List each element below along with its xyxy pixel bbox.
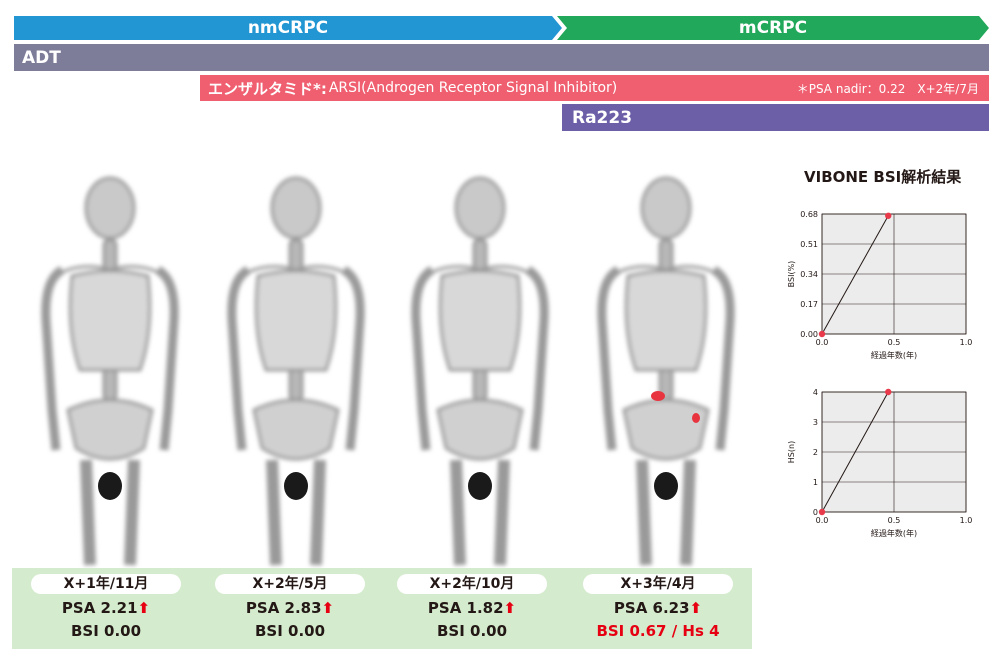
bone-scan-1 bbox=[10, 170, 210, 570]
series-line bbox=[821, 215, 889, 335]
scan-info-panel-4: X+3年/4月 PSA 6.23⬆ BSI 0.67 / Hs 4 bbox=[564, 568, 752, 649]
skeleton-image bbox=[411, 176, 549, 566]
x-tick-label: 0.0 bbox=[816, 338, 829, 347]
data-point bbox=[818, 330, 826, 338]
bsi-value: BSI 0.00 bbox=[436, 622, 508, 640]
series-line bbox=[821, 391, 889, 513]
data-point bbox=[885, 212, 892, 219]
scan-info-panel-1: X+1年/11月 PSA 2.21⬆ BSI 0.00 bbox=[12, 568, 200, 649]
arsi-label: ARSI(Androgen Receptor Signal Inhibitor) bbox=[328, 80, 618, 96]
psa-value: PSA 6.23⬆ bbox=[613, 599, 703, 617]
ra223-label: Ra223 bbox=[572, 107, 633, 128]
y-tick-label: 0 bbox=[813, 508, 818, 517]
scan-date: X+1年/11月 bbox=[31, 574, 181, 594]
y-tick-label: 3 bbox=[813, 418, 818, 427]
bsi-chart: 0.00 0.17 0.34 0.51 0.68 0.0 0.5 1.0 経過年数(年) BSI(… bbox=[780, 200, 980, 368]
bsi-value: BSI 0.00 bbox=[254, 622, 326, 640]
mcrpc-bar: mCRPC bbox=[557, 16, 989, 40]
x-axis-label: 経過年数(年) bbox=[871, 350, 917, 360]
y-tick-label: 1 bbox=[813, 478, 818, 487]
x-tick-label: 0.5 bbox=[888, 516, 901, 525]
psa-value: PSA 2.21⬆ bbox=[61, 599, 151, 617]
bsi-value: BSI 0.67 / Hs 4 bbox=[596, 622, 720, 640]
x-axis-label: 経過年数(年) bbox=[871, 528, 917, 538]
up-arrow-icon: ⬆ bbox=[137, 599, 151, 617]
up-arrow-icon: ⬆ bbox=[321, 599, 335, 617]
mcrpc-label: mCRPC bbox=[738, 18, 808, 38]
scan-date: X+2年/10月 bbox=[397, 574, 547, 594]
y-axis-label: BSI(%) bbox=[787, 261, 796, 288]
nmcrpc-bar: nmCRPC bbox=[14, 16, 562, 40]
skeleton-image bbox=[597, 176, 735, 566]
x-tick-label: 1.0 bbox=[960, 338, 973, 347]
adt-bar: ADT bbox=[14, 44, 989, 71]
bone-scan-2 bbox=[196, 170, 396, 570]
enzalutamide-label: エンザルタミド*: bbox=[208, 79, 327, 98]
skeleton-image bbox=[41, 176, 179, 566]
scan-info-panel-3: X+2年/10月 PSA 1.82⬆ BSI 0.00 bbox=[380, 568, 564, 649]
x-tick-label: 1.0 bbox=[960, 516, 973, 525]
y-axis-label: HS(n) bbox=[787, 441, 796, 463]
data-point bbox=[885, 388, 892, 396]
y-tick-label: 0.34 bbox=[800, 270, 818, 279]
y-tick-label: 0.68 bbox=[800, 210, 818, 219]
data-point bbox=[818, 508, 826, 516]
up-arrow-icon: ⬆ bbox=[689, 599, 703, 617]
skeleton-image bbox=[227, 176, 365, 566]
bone-scan-3 bbox=[380, 170, 580, 570]
psa-nadir-note: ＊PSA nadir：0.22 X+2年/7月 bbox=[796, 81, 979, 96]
bone-scan-4 bbox=[566, 170, 766, 570]
nmcrpc-label: nmCRPC bbox=[247, 18, 329, 38]
psa-value: PSA 1.82⬆ bbox=[427, 599, 517, 617]
scan-date: X+2年/5月 bbox=[215, 574, 365, 594]
scan-date: X+3年/4月 bbox=[583, 574, 733, 594]
psa-value: PSA 2.83⬆ bbox=[245, 599, 335, 617]
up-arrow-icon: ⬆ bbox=[503, 599, 517, 617]
scan-info-panel-2: X+2年/5月 PSA 2.83⬆ BSI 0.00 bbox=[200, 568, 380, 649]
bsi-value: BSI 0.00 bbox=[70, 622, 142, 640]
y-tick-label: 0.51 bbox=[800, 240, 818, 249]
y-tick-label: 0.00 bbox=[800, 330, 818, 339]
hotspot-lesion bbox=[692, 413, 700, 423]
y-tick-label: 4 bbox=[813, 388, 818, 397]
hs-chart: 0 1 2 3 4 0.0 0.5 1.0 経過年数(年) HS(n) bbox=[780, 378, 980, 546]
x-tick-label: 0.0 bbox=[816, 516, 829, 525]
y-tick-label: 2 bbox=[813, 448, 818, 457]
hotspot-lesion bbox=[651, 391, 665, 401]
adt-label: ADT bbox=[22, 47, 61, 68]
ra223-bar: Ra223 bbox=[562, 104, 989, 131]
enzalutamide-bar: エンザルタミド*: ARSI(Androgen Receptor Signal … bbox=[200, 75, 989, 101]
x-tick-label: 0.5 bbox=[888, 338, 901, 347]
y-tick-label: 0.17 bbox=[800, 300, 818, 309]
vibone-title: VIBONE BSI解析結果 bbox=[804, 168, 962, 186]
